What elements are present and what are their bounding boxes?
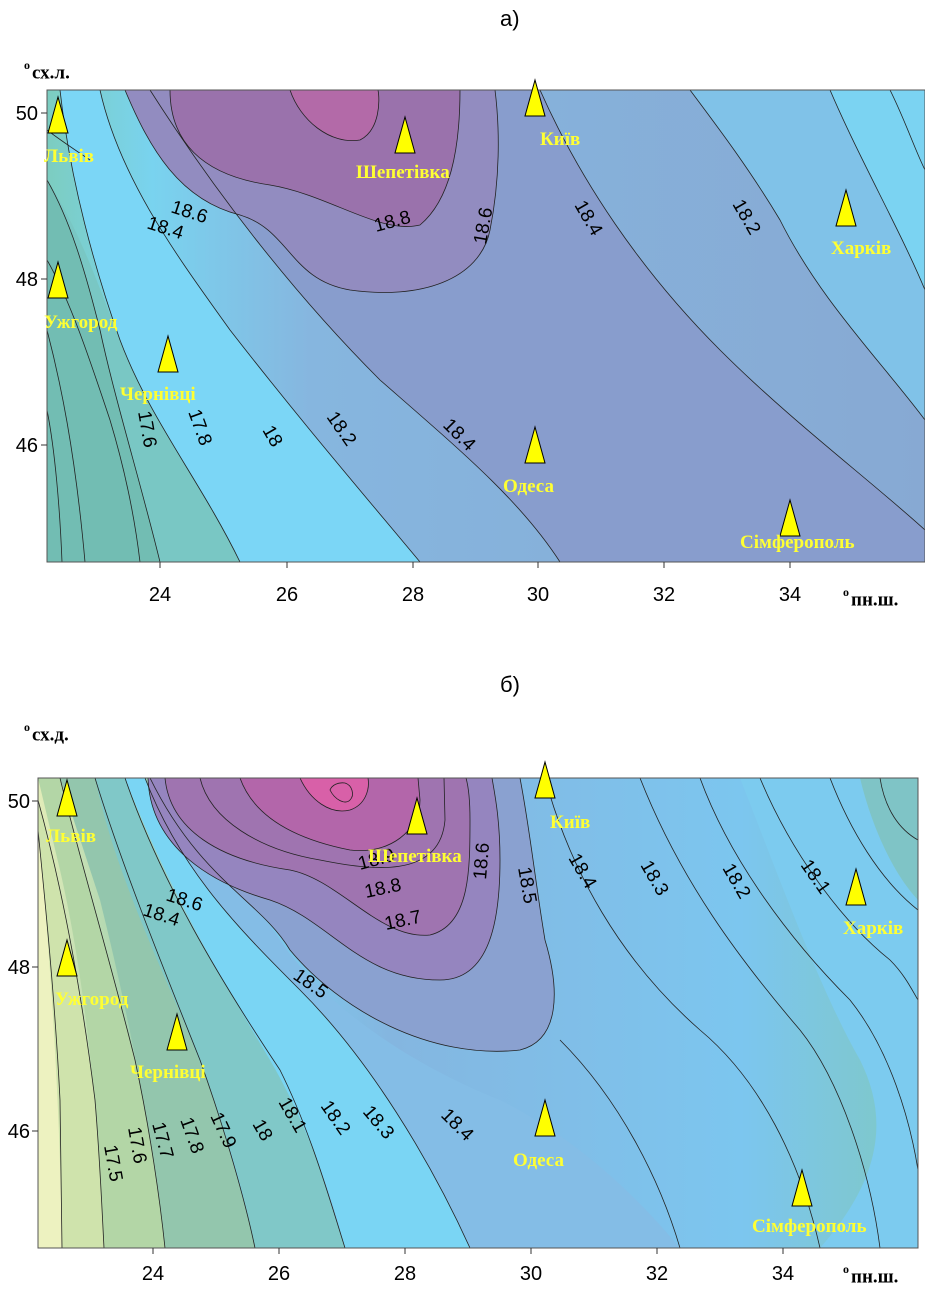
x-tick-labels-a: 24 26 28 30 32 34 [149, 584, 801, 606]
x-tick-labels-b: 24 26 28 30 32 34 [142, 1263, 794, 1285]
city-label-uzhhorod: Ужгород [44, 312, 118, 333]
x-tick-label: 30 [527, 584, 549, 606]
x-axis-title-b: о пн.ш. [843, 1262, 899, 1288]
zone-magenta-b [240, 778, 420, 851]
city-label-lviv: Львів [46, 826, 96, 847]
map-panel-a: а) о сх.л. о пн.ш. [0, 0, 925, 640]
city-label-odesa: Одеса [513, 1150, 564, 1171]
city-label-chernivtsi: Чернівці [130, 1062, 206, 1083]
y-axis-title-a: о сх.л. [24, 58, 70, 84]
zone-yellow-b [38, 830, 62, 1248]
x-tick-label: 24 [142, 1263, 164, 1285]
y-tick-label: 48 [8, 957, 30, 979]
marker-icon [56, 938, 78, 977]
degree-mark-y-b: о [24, 720, 30, 734]
city-label-odesa: Одеса [503, 476, 554, 497]
zone-cyan-a [60, 90, 420, 562]
y-tick-label: 46 [8, 1121, 30, 1143]
panel-letter-b: б) [500, 672, 520, 697]
zone-teal-b [95, 778, 345, 1248]
zone-yellowgreen-b [38, 800, 104, 1248]
marker-icon [406, 796, 428, 835]
zone-lightgreen-b [38, 778, 165, 1248]
marker-icon [534, 1098, 556, 1137]
x-tick-label: 34 [772, 1263, 794, 1285]
marker-icon [394, 115, 416, 154]
y-tick-label: 48 [16, 269, 38, 291]
zone-green-deep-a [47, 180, 160, 562]
panel-letter-a: а) [500, 6, 520, 31]
zone-cyan-right-a [690, 90, 925, 420]
city-label-kharkiv: Харків [843, 918, 903, 939]
city-labels-b: Львів Шепетівка Київ Харків Ужгород Черн… [46, 812, 903, 1237]
x-axis-title-text-a: пн.ш. [851, 589, 899, 611]
degree-mark-x-a: о [843, 585, 849, 599]
marker-icon [534, 760, 556, 799]
map-frame-a [46, 89, 925, 563]
y-tick-label: 50 [8, 791, 30, 813]
x-tick-label: 28 [394, 1263, 416, 1285]
city-labels-a: Львів Шепетівка Київ Харків Ужгород Черн… [44, 129, 891, 553]
city-label-kharkiv: Харків [831, 238, 891, 259]
degree-mark-x-b: о [843, 1262, 849, 1276]
y-tick-labels-a: 50 48 46 [16, 103, 38, 457]
marker-icon [47, 260, 69, 299]
tick-marks-a [41, 112, 791, 568]
city-markers-b [56, 760, 867, 1207]
y-tick-labels-b: 50 48 46 [8, 791, 30, 1143]
marker-icon [166, 1012, 188, 1051]
city-label-lviv: Львів [44, 146, 94, 167]
y-tick-label: 46 [16, 435, 38, 457]
contour-label: 18.6 [470, 842, 494, 881]
zone-green-b [60, 778, 255, 1248]
contour-map-a: 18.6 18.4 18.8 18.6 18.4 18.2 17.6 17.8 … [16, 78, 925, 606]
x-tick-label: 32 [653, 584, 675, 606]
x-tick-label: 32 [646, 1263, 668, 1285]
marker-icon [835, 188, 857, 227]
map-frame-b [37, 777, 919, 1249]
degree-mark-y-a: о [24, 58, 30, 72]
city-label-uzhhorod: Ужгород [55, 989, 129, 1010]
marker-icon [791, 1168, 813, 1207]
zone-right-teal-b [860, 778, 918, 900]
x-axis-title-a: о пн.ш. [843, 585, 899, 611]
marker-icon [524, 78, 546, 117]
zone-magenta-core-b [300, 778, 369, 811]
zone-magenta-a [290, 90, 379, 141]
y-axis-title-text-a: сх.л. [32, 62, 70, 84]
marker-icon [779, 498, 801, 537]
y-tick-label: 50 [16, 103, 38, 125]
city-label-kyiv: Київ [550, 812, 590, 833]
contour-lines-b [38, 778, 918, 1248]
marker-icon [845, 867, 867, 906]
marker-icon [56, 778, 78, 817]
zone-right-cyan-b [740, 778, 918, 1248]
zone-cyan-right2-a [830, 90, 925, 290]
x-tick-label: 26 [268, 1263, 290, 1285]
city-label-simferopol: Сімферополь [740, 532, 855, 553]
marker-icon [524, 425, 546, 464]
zone-purple-deep-a [170, 90, 460, 227]
x-tick-label: 24 [149, 584, 171, 606]
x-tick-label: 26 [276, 584, 298, 606]
city-label-shepetivka: Шепетівка [356, 162, 450, 183]
tick-marks-b [32, 800, 784, 1254]
contour-lines-a [47, 90, 925, 562]
y-axis-title-text-b: сх.д. [32, 724, 69, 746]
city-label-shepetivka: Шепетівка [368, 846, 462, 867]
marker-icon [47, 95, 69, 134]
marker-icon [157, 334, 179, 373]
x-tick-label: 30 [520, 1263, 542, 1285]
x-tick-label: 34 [779, 584, 801, 606]
x-axis-title-text-b: пн.ш. [851, 1266, 899, 1288]
zone-cyan-b [125, 778, 470, 1248]
city-label-chernivtsi: Чернівці [120, 384, 196, 405]
city-label-simferopol: Сімферополь [752, 1216, 867, 1237]
y-axis-title-b: о сх.д. [24, 720, 69, 746]
city-markers-a [47, 78, 857, 537]
x-tick-label: 28 [402, 584, 424, 606]
city-label-kyiv: Київ [540, 129, 580, 150]
